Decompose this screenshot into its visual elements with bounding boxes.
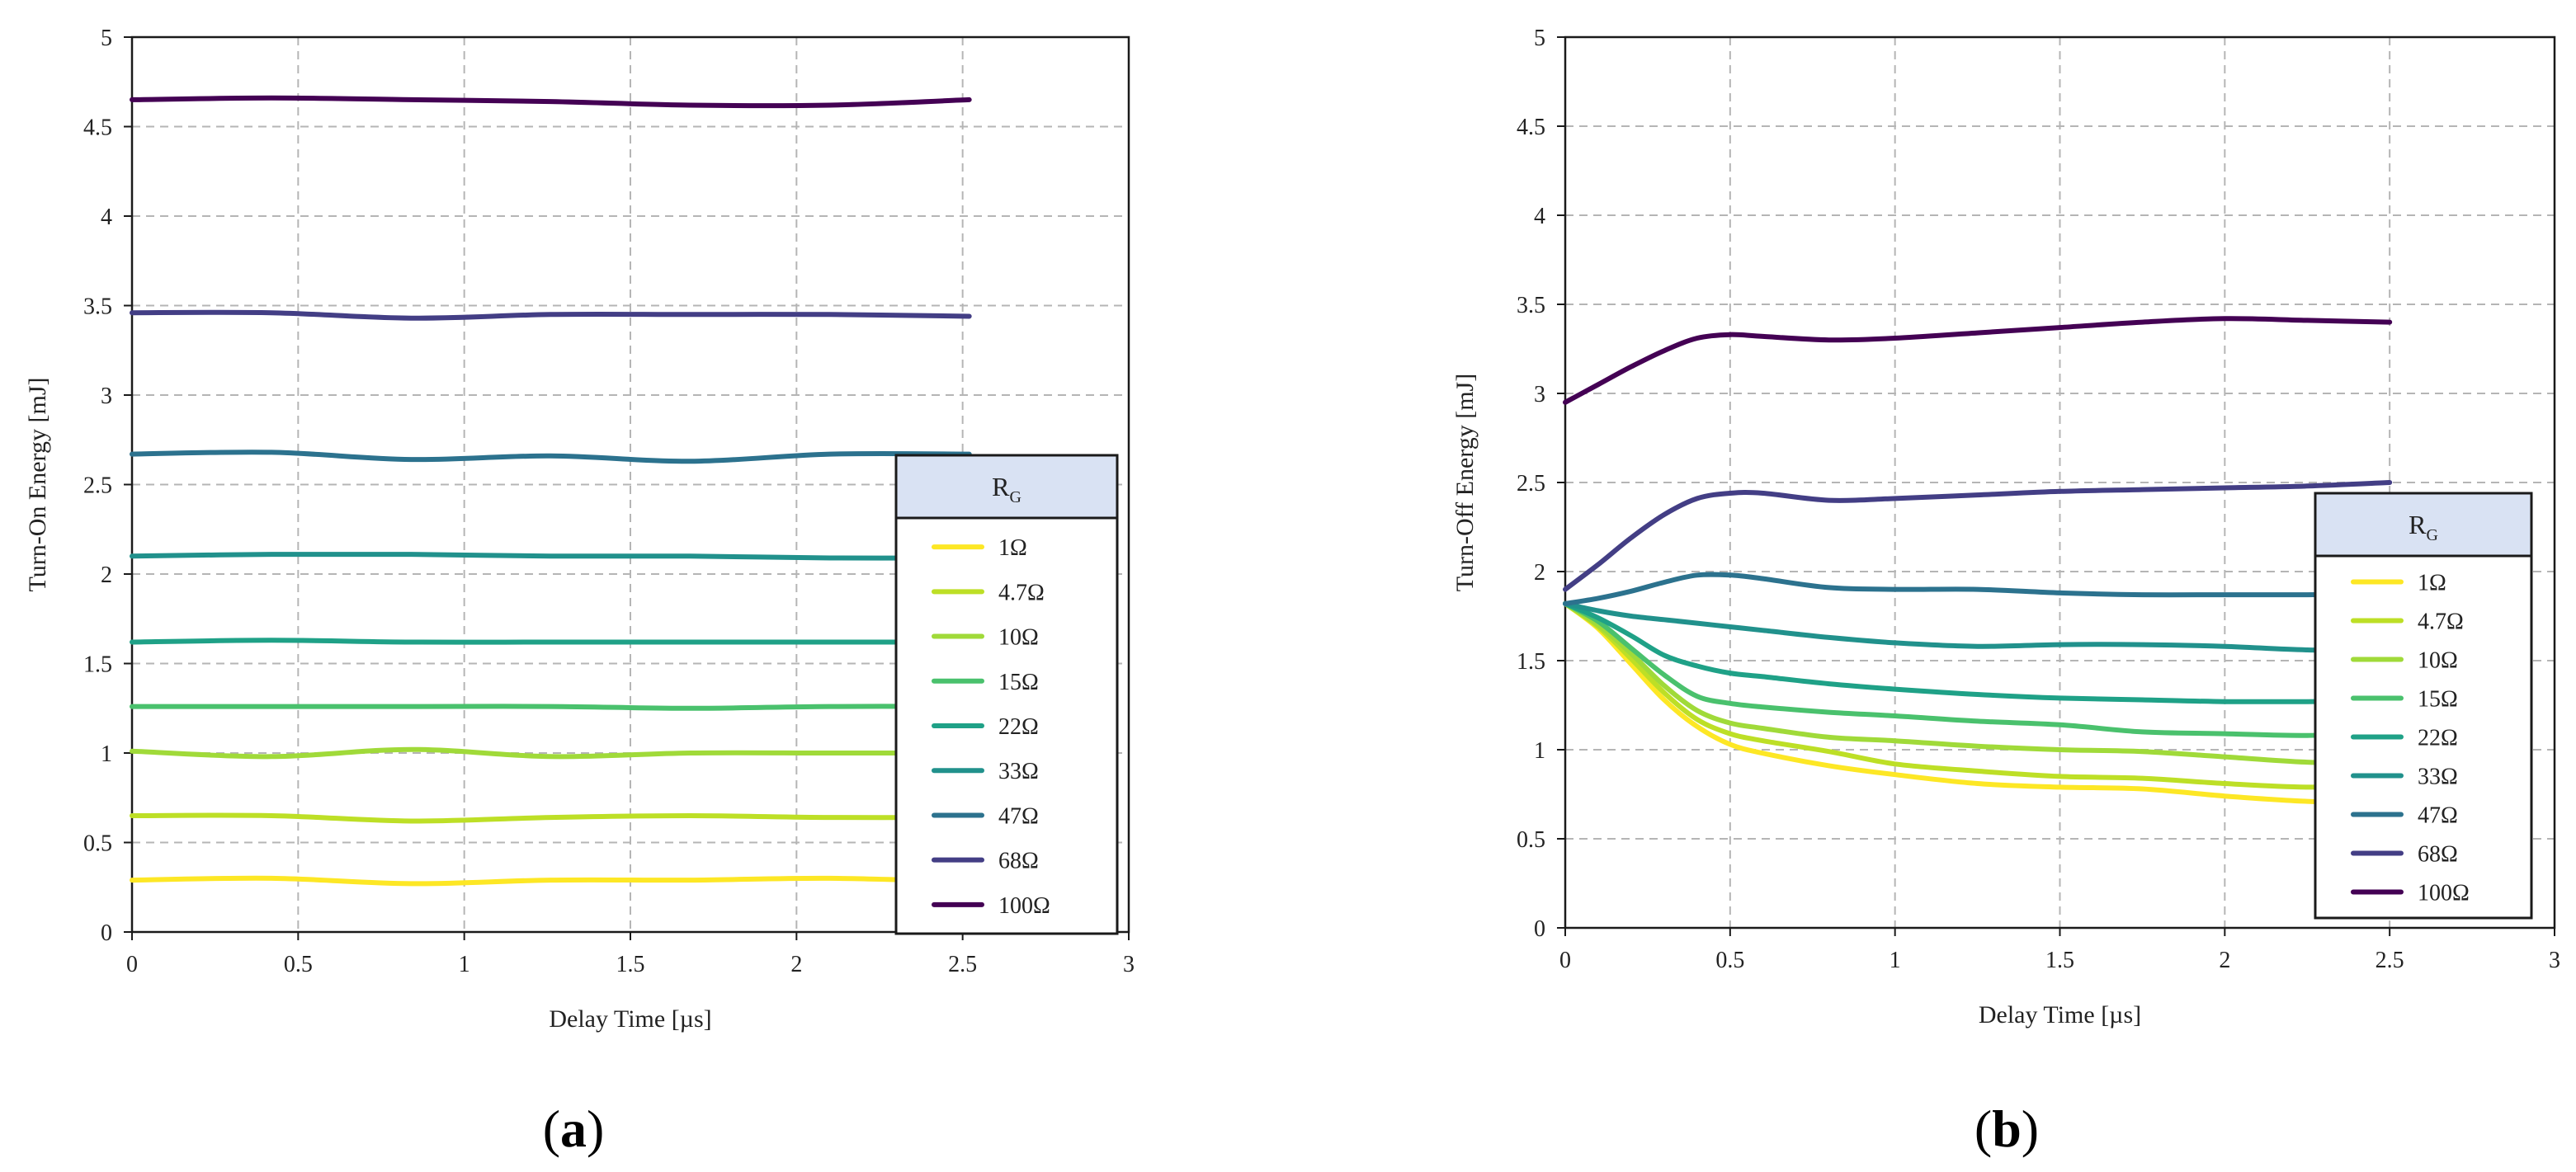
chart-a-xtick-label-2: 2	[790, 952, 802, 977]
chart-b-legend-label-6: 47Ω	[2418, 803, 2458, 829]
chart-b-series-line-5	[1563, 600, 2393, 653]
chart-b-legend-label-5: 33Ω	[2418, 765, 2458, 790]
chart-a-ytick-label-4.5: 4.5	[83, 115, 112, 141]
chart-b-ytick-label-5: 5	[1534, 26, 1545, 51]
chart-a-ytick-label-0: 0	[101, 920, 112, 946]
chart-b-series-line-7	[1563, 480, 2393, 592]
chart-a-legend-label-0: 1Ω	[998, 535, 1027, 561]
chart-a-xlabel: Delay Time [µs]	[549, 1005, 711, 1033]
chart-a-legend-title: RG	[992, 472, 1021, 506]
chart-b-ytick-label-1.5: 1.5	[1517, 649, 1545, 675]
chart-a-ytick-label-0.5: 0.5	[83, 831, 112, 857]
chart-b-legend-label-0: 1Ω	[2418, 571, 2446, 596]
chart-a-xtick-label-2.5: 2.5	[948, 952, 977, 977]
chart-a-ylabel: Turn-On Energy [mJ]	[24, 378, 51, 592]
chart-a-legend-label-3: 15Ω	[998, 670, 1039, 695]
chart-a-ytick-label-3: 3	[101, 384, 112, 409]
chart-b-series-line-8	[1563, 316, 2393, 405]
chart-a-ytick-label-2: 2	[101, 562, 112, 588]
chart-b-ytick-label-3: 3	[1534, 382, 1545, 407]
chart-b-ylabel: Turn-Off Energy [mJ]	[1451, 374, 1479, 591]
chart-b-legend-title: RG	[2409, 510, 2438, 544]
chart-a-turn-on-energy: 0 0.5 1 1.5 2 2.5 3 0 0.5 1 1.5 2 2.5 3 3.5 4 4.5 5 Delay …	[24, 26, 1135, 1033]
chart-a-series-line-8	[130, 95, 972, 109]
chart-a-series-line-7	[130, 309, 972, 321]
chart-a-legend-label-5: 33Ω	[998, 759, 1039, 784]
chart-a-legend-label-1: 4.7Ω	[998, 580, 1045, 605]
chart-b-series-line-4	[1563, 600, 2393, 704]
chart-a-xtick-label-1: 1	[459, 952, 470, 977]
chart-a-ytick-label-1.5: 1.5	[83, 652, 112, 678]
chart-b-ytick-label-3.5: 3.5	[1517, 293, 1545, 318]
chart-b-turn-off-energy: 0 0.5 1 1.5 2 2.5 3 0 0.5 1 1.5 2 2.5 3 3.5 4 4.5 5 Delay …	[1451, 26, 2560, 1028]
chart-b-ytick-label-2: 2	[1534, 560, 1545, 586]
chart-b-ytick-label-0: 0	[1534, 916, 1545, 942]
chart-b-xtick-label-0: 0	[1559, 948, 1571, 973]
chart-a-legend-box	[894, 454, 1119, 935]
chart-b-xtick-label-2.5: 2.5	[2375, 948, 2404, 973]
chart-a-legend-label-7: 68Ω	[998, 849, 1039, 874]
chart-a-legend: RG 1Ω 4.7Ω 10Ω 15Ω 22Ω 33Ω 47Ω 68Ω 100Ω	[894, 454, 1119, 935]
chart-a-series-line-4	[130, 638, 972, 645]
chart-a-xtick-label-0: 0	[126, 952, 138, 977]
chart-a-ytick-label-3.5: 3.5	[83, 294, 112, 320]
chart-a-series-line-5	[130, 551, 972, 561]
chart-b-xtick-label-0.5: 0.5	[1715, 948, 1744, 973]
chart-b-legend-label-1: 4.7Ω	[2418, 610, 2464, 635]
chart-a-ytick-label-1: 1	[101, 741, 112, 767]
chart-a-series-line-1	[130, 812, 972, 824]
chart-b-ytick-label-0.5: 0.5	[1517, 827, 1545, 853]
chart-a-legend-label-8: 100Ω	[998, 893, 1050, 919]
chart-a-legend-label-6: 47Ω	[998, 803, 1039, 829]
chart-a-legend-label-2: 10Ω	[998, 625, 1039, 651]
chart-a-series-line-6	[130, 450, 972, 464]
chart-b-legend-title-sub: G	[2426, 526, 2437, 544]
chart-b-series-line-2	[1563, 600, 2393, 767]
chart-b-legend: RG 1Ω 4.7Ω 10Ω 15Ω 22Ω 33Ω 47Ω 68Ω 100Ω	[2314, 492, 2533, 920]
chart-b-legend-title-main: R	[2409, 510, 2427, 539]
chart-b-xtick-label-2: 2	[2219, 948, 2230, 973]
chart-b-legend-label-7: 68Ω	[2418, 842, 2458, 868]
chart-b-legend-label-2: 10Ω	[2418, 648, 2458, 674]
caption-a-letter: a	[560, 1099, 587, 1158]
chart-a-legend-label-4: 22Ω	[998, 714, 1039, 740]
chart-b-legend-header	[2314, 492, 2533, 558]
caption-b: (b)	[1974, 1099, 2039, 1158]
chart-b-ytick-label-4: 4	[1534, 204, 1545, 229]
chart-b-ytick-label-2.5: 2.5	[1517, 471, 1545, 497]
chart-a-ytick-label-5: 5	[101, 26, 112, 51]
chart-b-ytick-label-4.5: 4.5	[1517, 115, 1545, 140]
caption-b-letter: b	[1992, 1099, 2022, 1158]
chart-b-legend-label-8: 100Ω	[2418, 881, 2470, 906]
chart-b-legend-box	[2314, 492, 2533, 920]
chart-a-legend-title-sub: G	[1009, 488, 1021, 506]
chart-b-xlabel: Delay Time [µs]	[1979, 1001, 2141, 1028]
chart-b-series-line-1	[1563, 600, 2393, 790]
chart-b-xtick-label-1.5: 1.5	[2045, 948, 2074, 973]
chart-b-xtick-label-3: 3	[2549, 948, 2560, 973]
chart-b-ytick-label-1: 1	[1534, 738, 1545, 764]
chart-a-ytick-label-4: 4	[101, 205, 112, 230]
chart-a-xtick-label-1.5: 1.5	[616, 952, 645, 977]
chart-a-series-line-0	[130, 875, 972, 887]
chart-b-series-line-0	[1563, 600, 2393, 806]
chart-a-xtick-label-3: 3	[1123, 952, 1135, 977]
chart-a-series-line-2	[130, 746, 972, 760]
chart-b-legend-label-4: 22Ω	[2418, 726, 2458, 751]
chart-a-xtick-label-0.5: 0.5	[284, 952, 313, 977]
caption-a: (a)	[543, 1099, 605, 1158]
chart-a-series-line-3	[130, 704, 972, 711]
chart-b-legend-label-3: 15Ω	[2418, 687, 2458, 713]
chart-a-ytick-label-2.5: 2.5	[83, 473, 112, 499]
chart-a-legend-header	[894, 454, 1119, 520]
chart-b-xtick-label-1: 1	[1890, 948, 1901, 973]
chart-a-legend-title-main: R	[992, 472, 1010, 501]
chart-b-series-line-3	[1563, 600, 2393, 738]
chart-b-series-line-6	[1563, 572, 2393, 606]
